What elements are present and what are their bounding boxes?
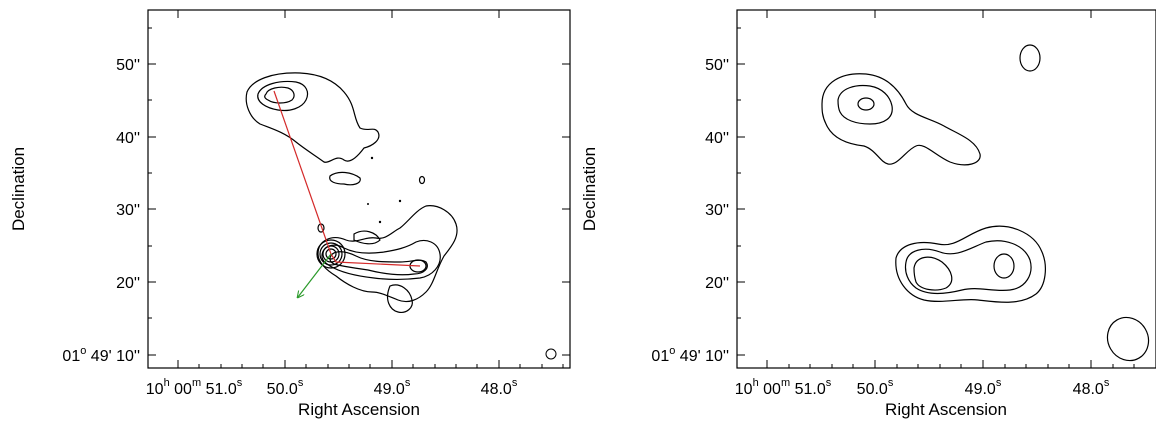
north-lobe-outer-contour: [821, 73, 981, 166]
isolated-contour: [1019, 44, 1041, 72]
right-y-tick-label-origin: 01o 49' 10'': [651, 345, 729, 365]
right-x-ticks: [766, 10, 1135, 368]
left-x-tick-label: 48.0s: [481, 377, 518, 398]
north-lobe-contour-2: [837, 84, 893, 125]
right-x-tick-label: 50.0s: [857, 377, 894, 398]
right-x-tick-label: 49.0s: [965, 377, 1002, 398]
left-x-tick-label-origin: 10h 00m 51.0s: [146, 377, 243, 398]
left-x-axis-title: Right Ascension: [298, 400, 420, 419]
left-x-tick-label: 49.0s: [374, 377, 411, 398]
east-lobe-outer-contour: [895, 225, 1046, 303]
red-overlay-line-north: [273, 90, 332, 255]
east-lobe-outer-contour: [317, 205, 458, 303]
north-lobe-outer-contour: [245, 72, 380, 163]
right-x-tick-label: 48.0s: [1073, 377, 1110, 398]
left-contour-map: [245, 72, 458, 313]
left-x-ticks: [177, 10, 564, 368]
left-beam-icon: [545, 348, 557, 360]
left-y-tick-label-origin: 01o 49' 10'': [62, 345, 140, 365]
left-y-tick-label: 50'': [116, 57, 140, 74]
right-x-tick-label-origin: 10h 00m 51.0s: [735, 377, 832, 398]
island-contour: [418, 175, 426, 185]
core-contour-2: [319, 242, 343, 266]
left-y-tick-label: 30'': [116, 202, 140, 219]
left-y-axis-title: Declination: [9, 147, 28, 231]
east-hotspot-contour: [993, 253, 1015, 279]
island-dot: [378, 220, 382, 224]
right-y-axis-title: Declination: [580, 147, 599, 231]
right-x-axis-title: Right Ascension: [885, 400, 1007, 419]
island-dot: [370, 156, 374, 160]
core-contour-3: [322, 245, 340, 263]
north-lobe-contour-3: [857, 97, 875, 111]
diffuse-patch-contour: [386, 284, 413, 313]
east-lobe-contour-2: [321, 239, 441, 281]
left-x-tick-label: 50.0s: [267, 377, 304, 398]
north-lobe-contour-2: [257, 80, 309, 112]
core-contour-1: [316, 239, 346, 269]
left-plot-frame: [147, 9, 571, 369]
right-y-tick-label: 30'': [705, 202, 729, 219]
green-arrow: [298, 253, 332, 297]
right-y-tick-label: 40'': [705, 130, 729, 147]
north-lobe-contour-3: [264, 86, 295, 104]
left-panel: 50'' 40'' 30'' 20'' 01o 49' 10'' 10h 00m…: [9, 9, 571, 419]
island-dot: [398, 199, 402, 203]
right-y-tick-label: 50'': [705, 57, 729, 74]
dec-rest: 49' 10'': [86, 348, 140, 365]
right-plot-frame: [736, 9, 1156, 369]
right-beam-icon: [1106, 316, 1150, 362]
right-y-ticks: [737, 27, 745, 356]
red-overlay-line-east: [330, 253, 421, 267]
right-y-tick-label: 20'': [705, 275, 729, 292]
right-panel: 50'' 40'' 30'' 20'' 01o 49' 10'' 10h 00m…: [580, 9, 1156, 419]
island-contour: [329, 171, 361, 186]
left-y-tick-label: 40'': [116, 130, 140, 147]
diffuse-patch-contour: [353, 230, 381, 245]
dec-degrees: 01: [62, 348, 80, 365]
dec-degree-sign: o: [80, 345, 86, 357]
left-y-tick-label: 20'': [116, 275, 140, 292]
island-dot: [367, 203, 369, 205]
core-contour-4: [325, 248, 337, 260]
right-contour-map: [821, 44, 1046, 303]
east-lobe-contour-2: [904, 240, 1032, 295]
left-y-ticks: [148, 27, 570, 356]
east-lobe-contour-3: [913, 256, 953, 291]
